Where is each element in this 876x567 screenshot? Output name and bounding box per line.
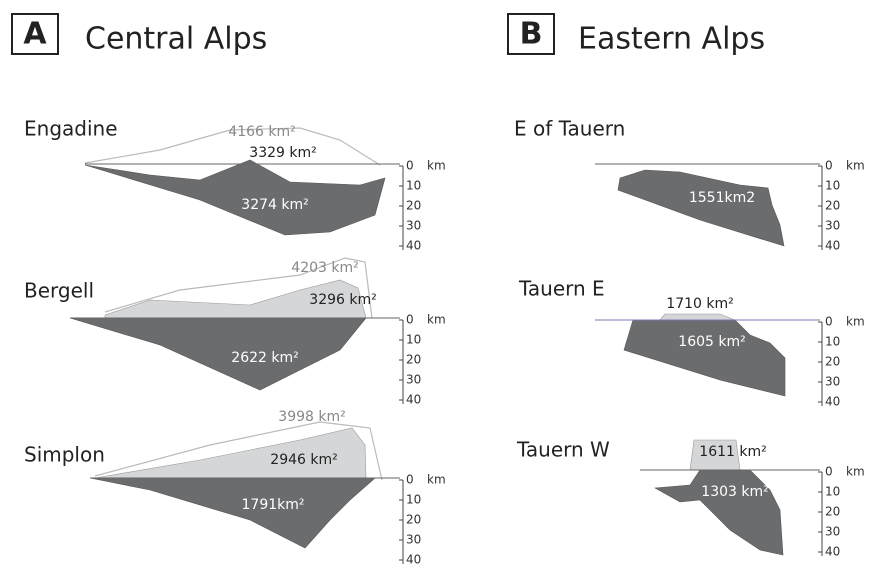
scale-label: 30	[825, 525, 840, 539]
scale-label: 20	[406, 513, 421, 527]
scale-label: 30	[825, 219, 840, 233]
lower-area	[89, 477, 376, 549]
scale-label: 40	[825, 395, 840, 409]
area-label: 1791km²	[242, 497, 305, 513]
scale-unit: km	[427, 473, 446, 487]
scale-unit: km	[846, 465, 865, 479]
panel-title: Eastern Alps	[578, 22, 765, 57]
scale-unit: km	[427, 159, 446, 173]
section-label: Simplon	[24, 443, 105, 467]
scale-label: 30	[406, 373, 421, 387]
scale-label: 20	[825, 355, 840, 369]
scale-label: 20	[406, 353, 421, 367]
lower-area	[654, 469, 784, 556]
outline	[84, 127, 381, 166]
scale-label: 10	[825, 179, 840, 193]
section-label: Tauern W	[516, 438, 610, 462]
upper-area	[659, 313, 736, 321]
scale-label: 0	[825, 465, 833, 479]
scale-unit: km	[846, 315, 865, 329]
area-label: 2622 km²	[231, 350, 298, 366]
panel-box	[507, 13, 555, 55]
scale-label: 40	[406, 393, 421, 407]
area-label: 3998 km²	[278, 409, 345, 425]
area-label: 1303 km²	[701, 484, 768, 500]
scale-label: 0	[406, 473, 414, 487]
area-label: 1710 km²	[666, 296, 733, 312]
panel-letter: B	[520, 17, 543, 52]
scale-label: 10	[825, 335, 840, 349]
scale-label: 40	[825, 239, 840, 253]
panel-letter: A	[23, 17, 47, 52]
scale-label: 0	[825, 159, 833, 173]
lower-area	[623, 319, 786, 397]
scale-label: 40	[406, 239, 421, 253]
scale-label: 0	[825, 315, 833, 329]
panel-title: Central Alps	[85, 22, 267, 57]
scale-label: 40	[406, 553, 421, 567]
lower-area	[69, 317, 367, 391]
scale-label: 0	[406, 313, 414, 327]
scale-label: 20	[825, 199, 840, 213]
scale-label: 10	[406, 179, 421, 193]
scale-label: 40	[825, 545, 840, 559]
scale-unit: km	[846, 159, 865, 173]
scale-unit: km	[427, 313, 446, 327]
section-label: Engadine	[24, 117, 118, 141]
scale-label: 30	[825, 375, 840, 389]
scale-label: 0	[406, 159, 414, 173]
area-label: 3329 km²	[249, 145, 316, 161]
area-label: 2946 km²	[270, 452, 337, 468]
scale-label: 10	[406, 333, 421, 347]
section-label: Tauern E	[518, 277, 605, 301]
outline	[104, 257, 373, 319]
scale-label: 20	[825, 505, 840, 519]
scale-label: 10	[825, 485, 840, 499]
area-label: 1611 km²	[699, 444, 766, 460]
panel-box	[11, 13, 59, 55]
lower-area	[617, 169, 785, 247]
area-label: 4203 km²	[291, 260, 358, 276]
area-label: 3296 km²	[309, 292, 376, 308]
area-label: 1551km2	[689, 190, 755, 206]
scale-label: 10	[406, 493, 421, 507]
outline	[94, 421, 383, 481]
area-label: 4166 km²	[228, 124, 295, 140]
scale-label: 30	[406, 219, 421, 233]
section-label: Bergell	[24, 279, 94, 303]
scale-label: 30	[406, 533, 421, 547]
area-label: 1605 km²	[678, 334, 745, 350]
scale-label: 20	[406, 199, 421, 213]
area-label: 3274 km²	[241, 197, 308, 213]
section-label: E of Tauern	[514, 117, 625, 141]
lower-area	[84, 159, 386, 236]
